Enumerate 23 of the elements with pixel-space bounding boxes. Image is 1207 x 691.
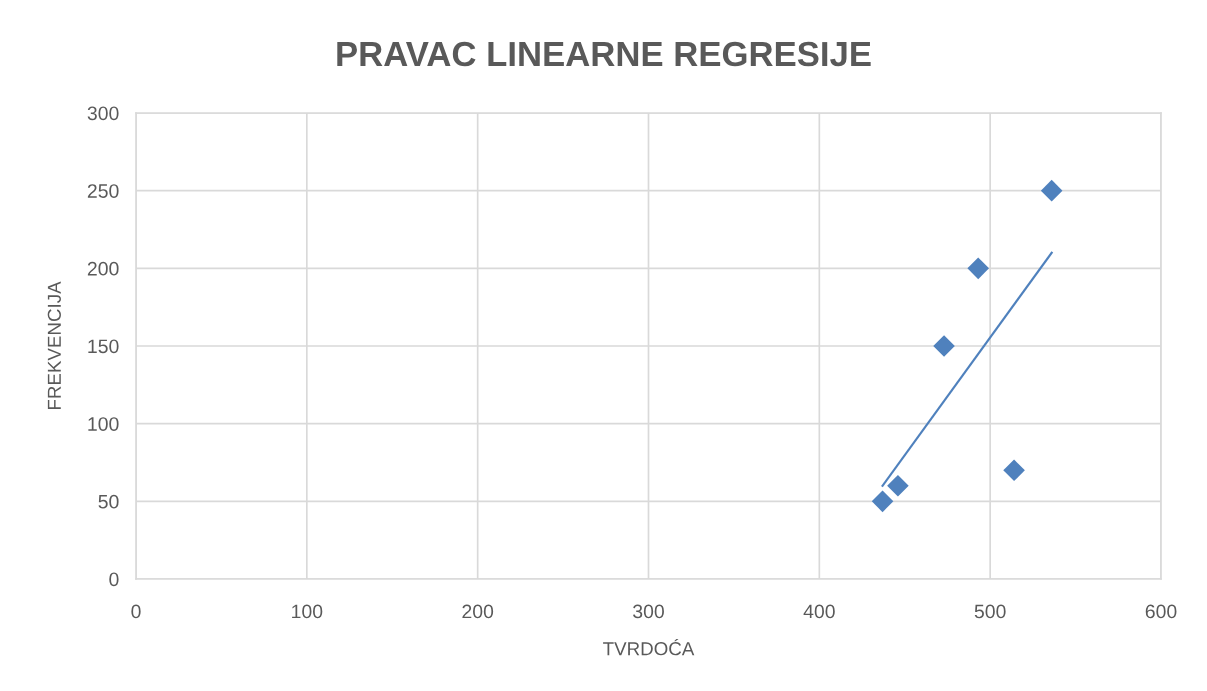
x-tick-label: 500 <box>974 604 1006 619</box>
x-tick-label: 400 <box>803 604 835 619</box>
x-tick-label: 300 <box>633 604 664 619</box>
point <box>1040 179 1063 202</box>
point <box>967 257 990 280</box>
x-tick-label: 600 <box>1145 604 1177 619</box>
y-tick-label: 300 <box>87 106 119 121</box>
y-tick-label: 0 <box>109 572 119 587</box>
x-tick-label: 0 <box>131 604 141 619</box>
y-tick-label: 150 <box>88 339 119 354</box>
y-tick-label: 50 <box>98 494 119 509</box>
point <box>887 475 909 497</box>
y-tick-label: 250 <box>87 184 119 198</box>
x-tick-label: 200 <box>462 604 494 619</box>
x-tick-label: 100 <box>292 604 323 619</box>
y-axis-title: FREKVENCIJA <box>47 281 61 410</box>
point <box>1003 459 1025 482</box>
point <box>933 335 955 357</box>
y-tick-label: 200 <box>87 261 119 276</box>
y-tick-label: 100 <box>88 417 119 431</box>
chart-title: PRAVAC LINEARNE REGRESIJE <box>337 41 871 67</box>
x-axis-title: TVRDOĆA <box>603 638 695 656</box>
point <box>871 490 894 513</box>
